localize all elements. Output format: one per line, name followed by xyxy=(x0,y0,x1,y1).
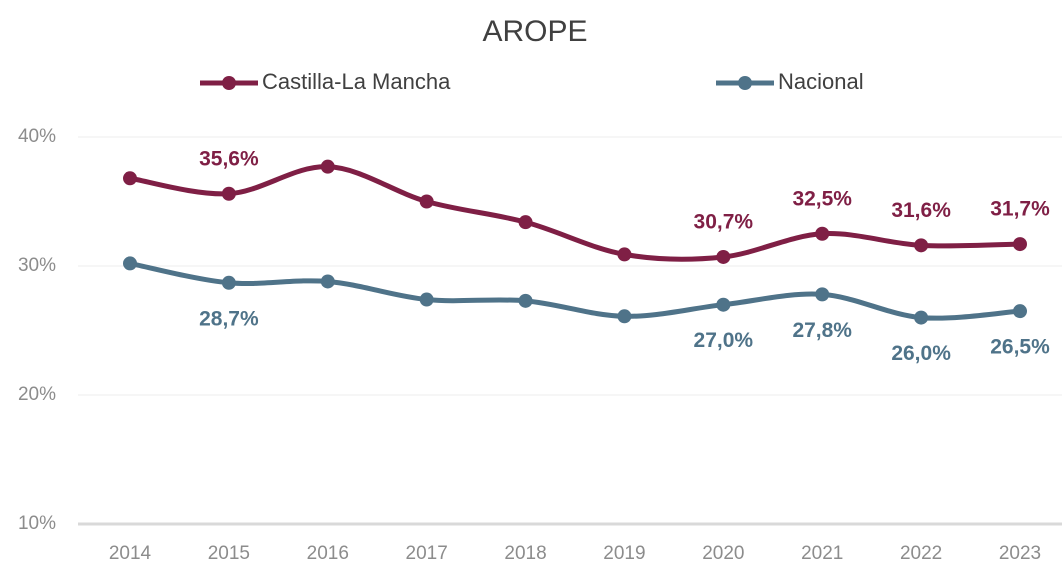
series-line xyxy=(129,260,1021,321)
data-point xyxy=(320,274,335,289)
legend-marker xyxy=(738,76,752,90)
data-label: 30,7% xyxy=(694,211,754,234)
data-point xyxy=(1013,237,1027,252)
data-point xyxy=(518,215,533,230)
series-line xyxy=(129,164,1021,262)
data-point xyxy=(914,310,929,325)
data-label: 27,0% xyxy=(694,329,754,352)
data-point xyxy=(617,309,632,324)
data-point xyxy=(914,238,929,253)
data-label: 32,5% xyxy=(792,187,852,210)
data-label: 27,8% xyxy=(792,319,852,342)
y-tick-label: 20% xyxy=(18,384,56,405)
x-tick-label: 2020 xyxy=(702,543,744,563)
y-tick-label: 10% xyxy=(18,513,56,534)
x-tick-label: 2014 xyxy=(109,543,152,563)
data-point xyxy=(518,293,533,308)
legend-marker xyxy=(222,76,236,90)
chart-title: AROPE xyxy=(482,15,587,48)
data-point xyxy=(617,247,632,262)
data-point xyxy=(815,226,830,241)
data-label: 31,7% xyxy=(990,198,1050,221)
x-tick-label: 2022 xyxy=(900,543,942,563)
data-point xyxy=(123,171,137,186)
x-tick-label: 2023 xyxy=(999,543,1041,563)
y-tick-label: 30% xyxy=(18,255,56,276)
data-label: 31,6% xyxy=(891,199,951,222)
x-tick-label: 2017 xyxy=(406,543,448,563)
data-point xyxy=(716,249,731,264)
x-tick-label: 2018 xyxy=(504,543,546,563)
legend-label: Castilla-La Mancha xyxy=(262,69,451,94)
legend-label: Nacional xyxy=(778,69,864,94)
data-point xyxy=(221,275,236,290)
data-point xyxy=(1013,304,1027,319)
data-label: 35,6% xyxy=(199,147,259,170)
data-point xyxy=(320,159,335,174)
x-tick-label: 2015 xyxy=(208,543,250,563)
data-point xyxy=(716,297,731,312)
data-point xyxy=(419,194,434,209)
data-label: 26,5% xyxy=(990,336,1050,359)
x-tick-label: 2021 xyxy=(801,543,843,563)
data-point xyxy=(221,186,236,201)
data-point xyxy=(815,287,830,302)
data-label: 26,0% xyxy=(891,342,951,365)
data-point xyxy=(419,292,434,307)
y-tick-label: 40% xyxy=(18,126,56,147)
x-tick-label: 2016 xyxy=(307,543,349,563)
data-point xyxy=(123,256,137,271)
data-label: 28,7% xyxy=(199,307,259,330)
x-tick-label: 2019 xyxy=(603,543,645,563)
